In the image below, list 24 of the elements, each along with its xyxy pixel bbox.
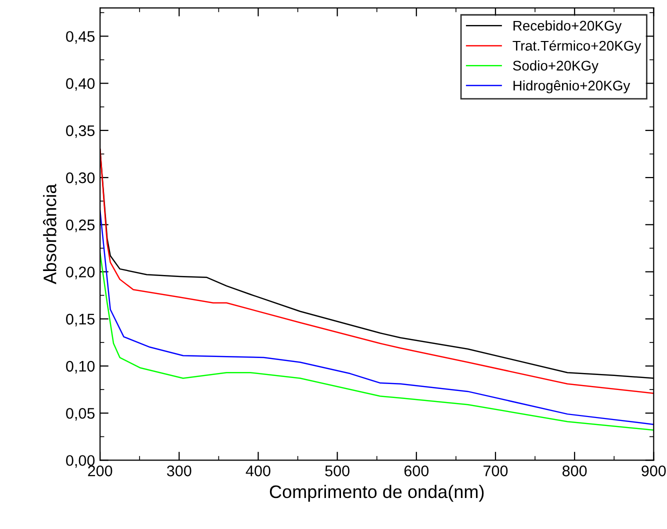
y-tick-label: 0,30 (66, 172, 95, 186)
y-tick-label: 0,05 (66, 408, 95, 421)
y-tick-label: 0,00 (66, 455, 95, 468)
x-tick-label: 700 (484, 465, 508, 476)
y-tick-label: 0,25 (66, 220, 95, 232)
y-tick-label: 0,45 (66, 31, 95, 44)
x-tick-label: 500 (325, 465, 350, 476)
y-tick-label: 0,35 (66, 125, 95, 138)
legend-label: Recebido+20KGy (514, 20, 622, 34)
x-axis-title: Comprimento de onda(nm) (270, 484, 484, 502)
legend-label: Hidrogênio+20KGy (514, 80, 630, 94)
x-tick-label: 800 (562, 465, 587, 476)
x-tick-label: 600 (404, 465, 429, 476)
y-tick-label: 0,15 (66, 314, 95, 326)
x-tick-label: 400 (246, 465, 270, 476)
x-tick-label: 900 (642, 465, 666, 476)
y-tick-label: 0,10 (66, 360, 95, 374)
x-tick-label: 300 (166, 465, 192, 476)
legend-label: Trat.Térmico+20KGy (512, 40, 642, 54)
y-axis-title: Absorbância (43, 184, 56, 284)
x-tick-label: 200 (88, 465, 112, 476)
y-tick-label: 0,20 (66, 266, 95, 280)
legend-label: Sodio+20KGy (513, 60, 598, 74)
y-tick-label: 0,40 (66, 78, 95, 91)
